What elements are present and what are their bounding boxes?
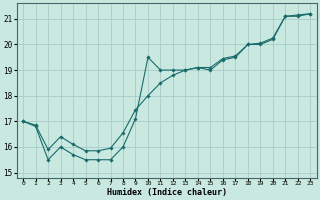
X-axis label: Humidex (Indice chaleur): Humidex (Indice chaleur) [107,188,227,197]
